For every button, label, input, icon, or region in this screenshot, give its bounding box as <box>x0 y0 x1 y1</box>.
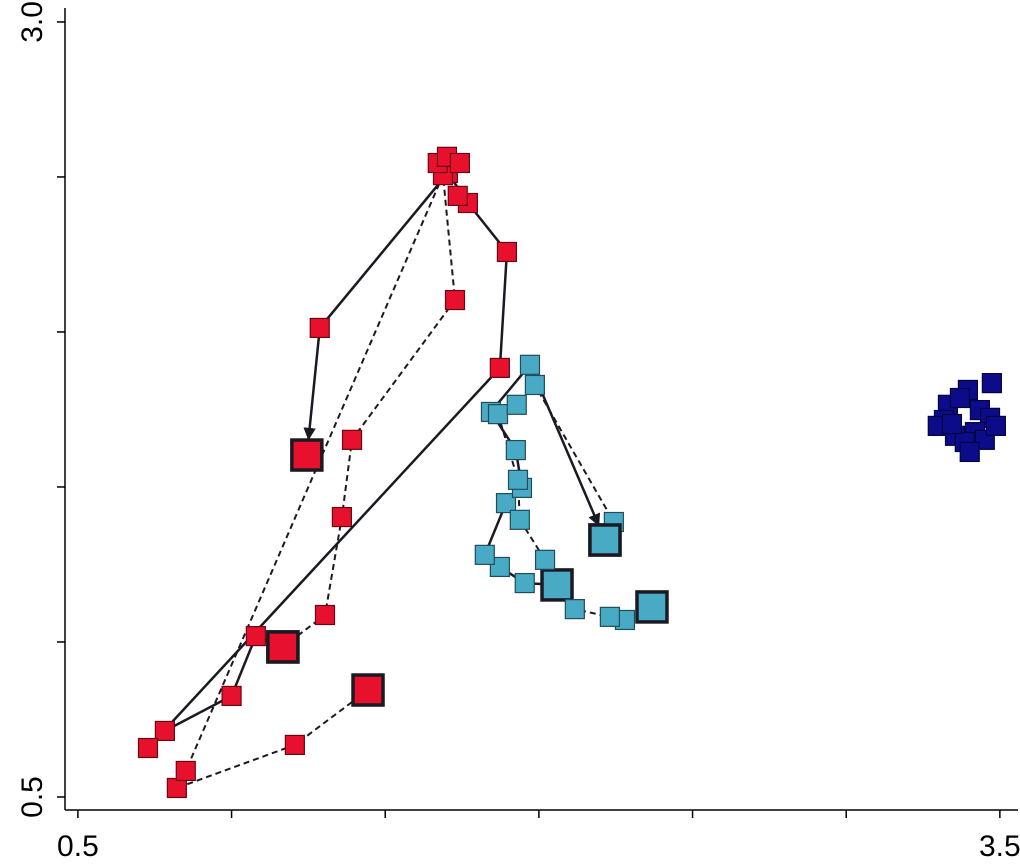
large-point <box>351 673 385 707</box>
point <box>534 549 556 570</box>
point <box>514 572 535 594</box>
point <box>447 185 468 206</box>
point <box>949 387 971 409</box>
y-tick-label: 0.5 <box>16 776 49 818</box>
point <box>524 374 545 396</box>
point <box>137 737 159 759</box>
point <box>496 241 518 263</box>
point <box>444 289 466 311</box>
point <box>519 354 541 375</box>
large-point <box>540 568 574 602</box>
point <box>495 492 517 514</box>
point <box>941 413 963 435</box>
point <box>341 429 363 450</box>
point <box>959 441 980 463</box>
point <box>284 734 305 755</box>
large-point <box>588 523 622 557</box>
point <box>449 152 471 174</box>
point <box>221 685 242 707</box>
point <box>474 544 495 565</box>
large-point <box>266 630 300 664</box>
trajectory-line <box>174 174 457 790</box>
point <box>489 357 510 379</box>
point <box>489 556 510 578</box>
large-point <box>635 590 669 624</box>
large-point <box>290 438 324 472</box>
point <box>985 415 1006 436</box>
y-tick-label: 3.0 <box>16 1 49 43</box>
point <box>245 625 266 647</box>
point <box>509 509 530 530</box>
point <box>331 506 352 528</box>
point <box>599 606 620 627</box>
point <box>507 469 529 490</box>
point <box>505 439 526 461</box>
point <box>309 317 330 339</box>
x-tick-label: 0.5 <box>57 830 99 863</box>
point <box>154 720 175 742</box>
trajectory-line <box>147 170 509 749</box>
point <box>487 404 509 425</box>
point <box>166 777 187 799</box>
point <box>314 604 336 626</box>
x-tick-label: 3.5 <box>979 830 1020 863</box>
point <box>981 373 1002 394</box>
point <box>564 599 585 620</box>
point <box>175 760 196 782</box>
point <box>506 394 527 415</box>
